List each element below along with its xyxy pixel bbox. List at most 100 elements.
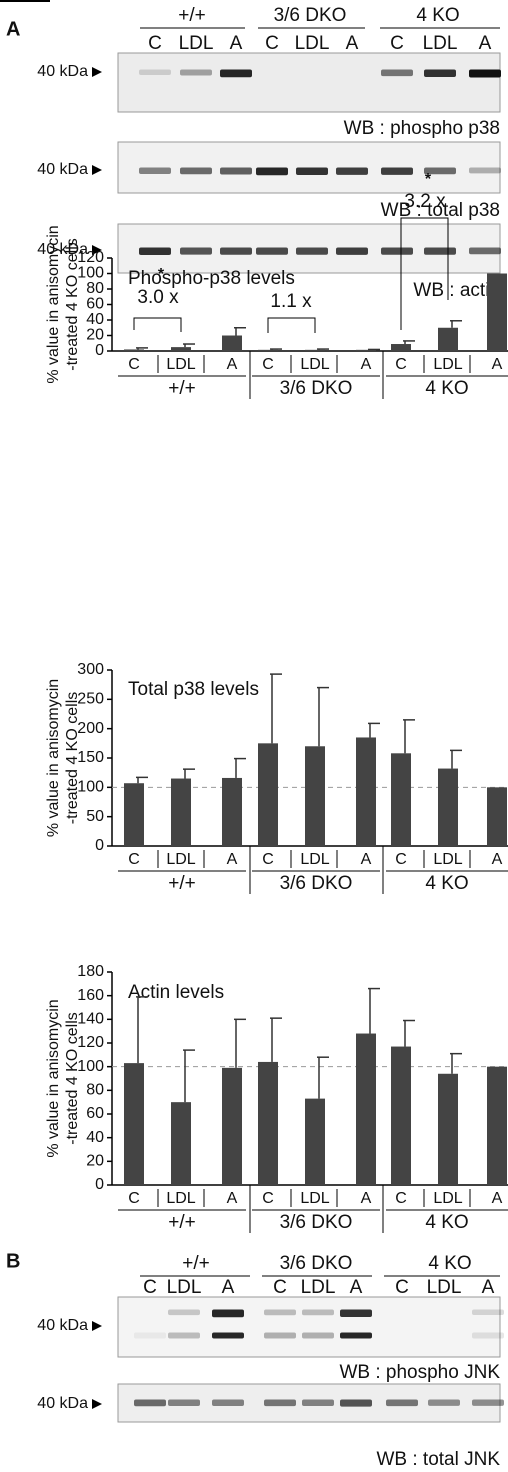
lane-label: C <box>273 1277 287 1298</box>
group-label: 4 KO <box>425 378 468 399</box>
chart-title: Actin levels <box>128 982 224 1003</box>
group-label: +/+ <box>168 873 195 894</box>
bar <box>438 328 458 351</box>
band <box>424 70 456 78</box>
x-tick-label: C <box>128 851 140 868</box>
band <box>212 1333 244 1339</box>
blot-image <box>118 1297 500 1357</box>
bar <box>258 743 278 846</box>
lane-label: C <box>390 33 404 54</box>
band <box>381 70 413 77</box>
y-tick-label: 80 <box>86 1082 104 1099</box>
group-label: 3/6 DKO <box>280 1253 353 1274</box>
lane-label: C <box>265 33 279 54</box>
y-axis-label: % value in anisomycin <box>45 679 62 837</box>
lane-label: C <box>395 1277 409 1298</box>
x-tick-label: A <box>492 1190 503 1207</box>
band <box>168 1310 200 1316</box>
figure: A B +/+ 3/6 DKO 4 KO C LDL A C LDL A C LDL A 40 kDa W… <box>0 0 508 1472</box>
x-tick-label: LDL <box>433 356 462 373</box>
blot-caption: WB : phospho p38 <box>344 118 500 139</box>
band <box>256 168 288 176</box>
bar <box>391 753 411 846</box>
band <box>180 168 212 175</box>
bracket <box>268 318 315 333</box>
y-tick-label: 150 <box>77 749 104 766</box>
y-axis-label: % value in anisomycin <box>45 999 62 1157</box>
x-tick-label: C <box>262 1190 274 1207</box>
bar <box>487 274 507 352</box>
x-tick-label: LDL <box>433 851 462 868</box>
band <box>139 248 171 256</box>
band <box>340 1400 372 1407</box>
band <box>381 168 413 175</box>
lane-label: A <box>350 1277 363 1298</box>
band <box>168 1333 200 1339</box>
x-tick-label: C <box>128 356 140 373</box>
y-tick-label: 100 <box>77 265 104 282</box>
x-tick-label: LDL <box>300 1190 329 1207</box>
band <box>139 168 171 175</box>
group-label: +/+ <box>178 5 205 26</box>
y-tick-label: 200 <box>77 720 104 737</box>
bar <box>258 350 278 351</box>
band <box>264 1310 296 1316</box>
blot-caption: WB : phospho JNK <box>339 1362 500 1383</box>
marker-label: 40 kDa <box>37 1395 88 1412</box>
x-tick-label: C <box>128 1190 140 1207</box>
significance-star: * <box>425 171 432 188</box>
bracket <box>134 318 181 332</box>
band <box>168 1400 200 1407</box>
y-tick-label: 40 <box>86 311 104 328</box>
lane-label: C <box>148 33 162 54</box>
group-label: 4 KO <box>428 1253 471 1274</box>
x-tick-label: A <box>361 356 372 373</box>
y-tick-label: 250 <box>77 691 104 708</box>
bar <box>222 336 242 352</box>
marker-arrow <box>92 67 102 77</box>
x-tick-label: LDL <box>300 851 329 868</box>
panel-label: A <box>6 18 20 40</box>
band <box>472 1310 504 1315</box>
y-tick-label: 20 <box>86 1153 104 1170</box>
x-tick-label: LDL <box>433 1190 462 1207</box>
y-tick-label: 50 <box>86 808 104 825</box>
chart-title: Total p38 levels <box>128 679 259 700</box>
band <box>302 1310 334 1316</box>
y-axis-label: -treated 4 KO cells <box>64 1012 81 1145</box>
lane-label: LDL <box>295 33 330 54</box>
bar <box>356 737 376 846</box>
lane-label: A <box>230 33 243 54</box>
x-tick-label: LDL <box>166 356 195 373</box>
band <box>428 1400 460 1406</box>
bar <box>305 1099 325 1185</box>
band <box>336 168 368 175</box>
y-tick-label: 0 <box>95 342 104 359</box>
lane-label: C <box>143 1277 157 1298</box>
bar <box>391 1047 411 1185</box>
blot-caption: WB : total JNK <box>376 1449 500 1470</box>
panel-label: B <box>6 1250 20 1272</box>
bar <box>124 349 144 351</box>
y-tick-label: 60 <box>86 1105 104 1122</box>
group-label: 3/6 DKO <box>280 378 353 399</box>
band <box>180 70 212 76</box>
band <box>296 248 328 255</box>
band <box>469 168 501 174</box>
annotation: 3.0 x <box>137 287 179 308</box>
x-tick-label: A <box>227 1190 238 1207</box>
x-tick-label: A <box>361 1190 372 1207</box>
bar <box>222 778 242 846</box>
y-tick-label: 40 <box>86 1129 104 1146</box>
marker-arrow <box>92 165 102 175</box>
band <box>469 248 501 255</box>
y-tick-label: 140 <box>77 1011 104 1028</box>
band <box>134 1333 166 1339</box>
lane-label: A <box>479 33 492 54</box>
band <box>340 1333 372 1339</box>
bar <box>171 779 191 846</box>
lane-label: A <box>482 1277 495 1298</box>
group-label: 3/6 DKO <box>280 873 353 894</box>
annotation: 3.2 x <box>404 191 446 212</box>
group-label: 4 KO <box>416 5 459 26</box>
